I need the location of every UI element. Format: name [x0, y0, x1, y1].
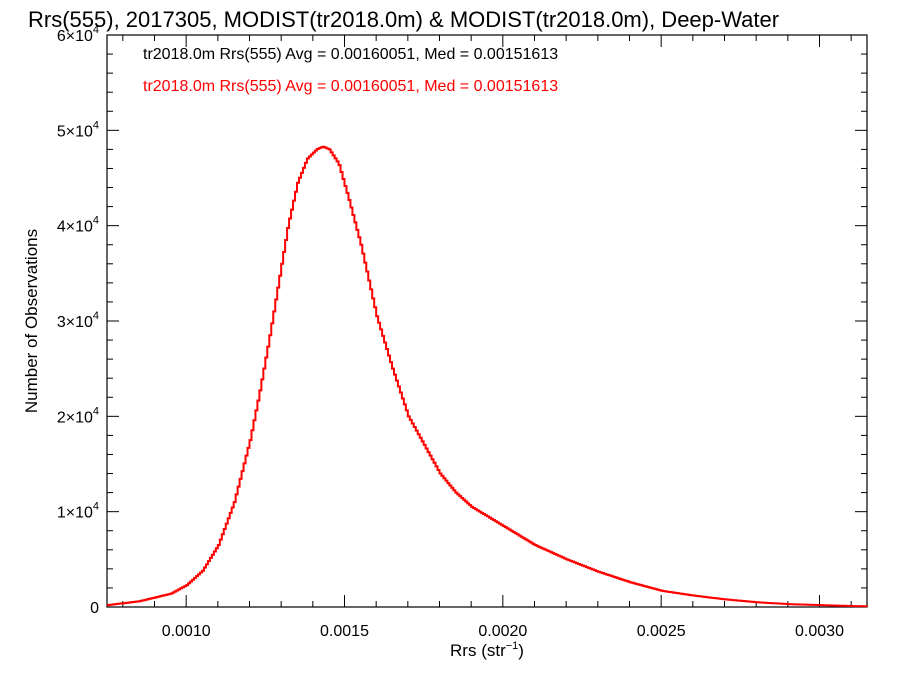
series-layer	[107, 145, 868, 608]
x-tick-label: 0.0020	[478, 623, 527, 640]
y-tick-label-exponent: 4	[93, 310, 99, 322]
y-tick-label: 6×104	[57, 24, 99, 45]
y-tick-label: 1×104	[57, 501, 99, 522]
y-tick-label-exponent: 4	[93, 405, 99, 417]
histogram-series-line	[107, 145, 868, 608]
y-tick-label-exponent: 4	[93, 215, 99, 227]
x-tick-label: 0.0030	[795, 623, 844, 640]
y-tick-label-mantissa: 2×10	[57, 409, 93, 426]
plot-frame	[106, 34, 868, 608]
x-axis-label-main: Rrs (str	[450, 641, 506, 660]
x-axis-label-sup: −1	[506, 640, 519, 652]
x-axis-label-close: )	[518, 641, 524, 660]
y-axis-label: Number of Observations	[22, 229, 41, 413]
y-tick-label-exponent: 4	[93, 501, 99, 513]
y-tick-label-exponent: 4	[93, 119, 99, 131]
y-tick-label: 5×104	[57, 119, 99, 140]
x-axis-label: Rrs (str−1)	[450, 640, 524, 660]
y-tick-label-mantissa: 0	[90, 600, 99, 617]
y-tick-label-mantissa: 6×10	[57, 28, 93, 45]
y-tick-label-mantissa: 3×10	[57, 314, 93, 331]
legend-entry-red: tr2018.0m Rrs(555) Avg = 0.00160051, Med…	[143, 78, 558, 95]
legend-entry-black: tr2018.0m Rrs(555) Avg = 0.00160051, Med…	[143, 46, 558, 63]
y-tick-label: 4×104	[57, 215, 99, 236]
y-tick-label-exponent: 4	[93, 24, 99, 36]
y-tick-label-mantissa: 1×10	[57, 505, 93, 522]
chart-title: Rrs(555), 2017305, MODIST(tr2018.0m) & M…	[28, 7, 779, 32]
x-tick-label: 0.0025	[637, 623, 686, 640]
x-tick-label: 0.0010	[162, 623, 211, 640]
y-tick-label-mantissa: 4×10	[57, 219, 93, 236]
x-axis-ticks: 0.0010 0.0015 0.0020 0.0025 0.0030	[122, 35, 852, 640]
y-tick-label-mantissa: 5×10	[57, 123, 93, 140]
x-tick-label: 0.0015	[320, 623, 369, 640]
y-tick-label: 2×104	[57, 405, 99, 426]
y-tick-label: 3×104	[57, 310, 99, 331]
y-tick-label: 0	[90, 600, 99, 617]
